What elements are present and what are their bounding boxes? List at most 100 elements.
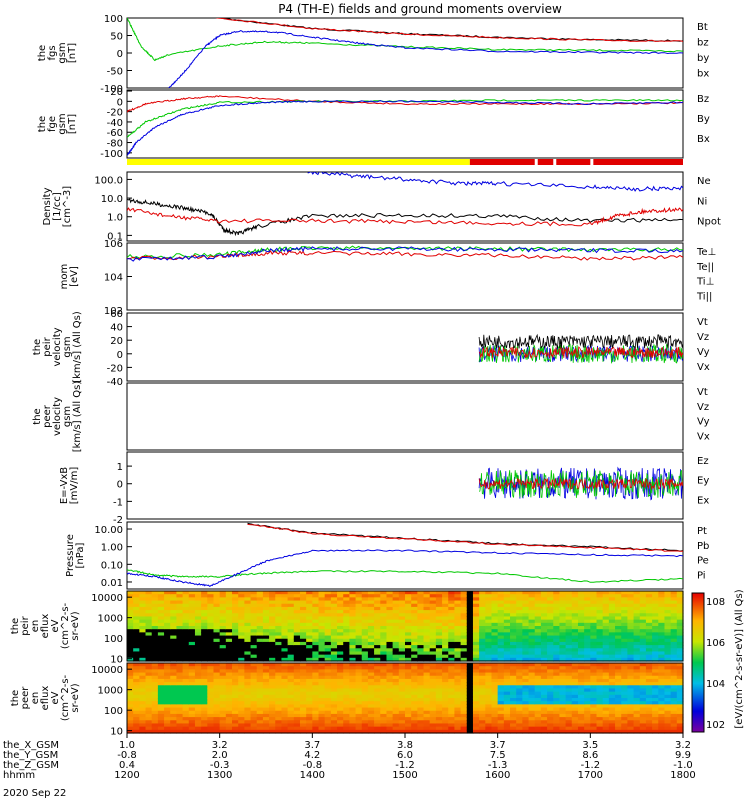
heatmap-cell — [330, 654, 338, 659]
heatmap-cell — [608, 635, 616, 640]
heatmap-cell — [547, 641, 554, 646]
heatmap-cell — [330, 635, 338, 640]
heatmap-cell — [435, 603, 443, 608]
heatmap-cell — [188, 651, 196, 656]
heatmap-cell — [503, 704, 511, 709]
heatmap-cell — [201, 698, 208, 702]
heatmap-cell — [540, 675, 548, 680]
heatmap-cell — [522, 713, 530, 718]
y-tick-label: 100 — [104, 706, 123, 717]
heatmap-cell — [448, 691, 456, 696]
heatmap-cell — [503, 701, 511, 705]
heatmap-cell — [182, 663, 190, 667]
heatmap-cell — [516, 594, 523, 598]
heatmap-cell — [194, 672, 202, 677]
heatmap-cell — [602, 645, 610, 649]
heatmap-cell — [485, 594, 493, 598]
heatmap-cell — [602, 635, 610, 640]
heatmap-cell — [534, 675, 542, 680]
heatmap-cell — [250, 600, 258, 605]
heatmap-cell — [627, 638, 635, 643]
heatmap-cell — [485, 666, 493, 670]
heatmap-cell — [374, 694, 381, 699]
heatmap-cell — [244, 694, 252, 699]
heatmap-cell — [423, 610, 431, 614]
heatmap-cell — [621, 663, 628, 667]
heatmap-cell — [584, 606, 591, 611]
heatmap-cell — [182, 666, 190, 670]
heatmap-cell — [658, 675, 666, 680]
heatmap-cell — [398, 616, 406, 621]
heatmap-cell — [571, 694, 579, 699]
heatmap-cell — [411, 704, 418, 709]
heatmap-cell — [225, 685, 233, 690]
heatmap-cell — [664, 713, 672, 718]
heatmap-cell — [547, 713, 554, 718]
heatmap-cell — [281, 600, 289, 605]
heatmap-cell — [207, 678, 215, 683]
heatmap-cell — [139, 610, 147, 614]
heatmap-cell — [442, 704, 449, 709]
heatmap-cell — [491, 675, 499, 680]
heatmap-cell — [127, 720, 134, 725]
heatmap-cell — [299, 707, 307, 712]
heatmap-cell — [615, 651, 622, 656]
heatmap-cell — [367, 678, 375, 683]
heatmap-cell — [534, 704, 542, 709]
heatmap-cell — [318, 626, 326, 630]
heatmap-cell — [547, 669, 554, 674]
heatmap-cell — [392, 616, 400, 621]
heatmap-cell — [367, 691, 375, 696]
heatmap-cell — [547, 622, 554, 627]
heatmap-cell — [306, 603, 313, 608]
y-tick-label: 0.10 — [101, 560, 123, 571]
heatmap-cell — [577, 694, 585, 699]
heatmap-cell — [256, 632, 264, 637]
y-axis-label: velocity — [52, 397, 63, 436]
heatmap-cell — [479, 720, 486, 725]
heatmap-cell — [213, 645, 221, 649]
heatmap-cell — [151, 629, 159, 633]
heatmap-cell — [522, 613, 530, 618]
heatmap-cell — [312, 591, 320, 595]
heatmap-cell — [238, 704, 245, 709]
heatmap-cell — [553, 632, 561, 637]
heatmap-cell — [584, 654, 591, 659]
heatmap-cell — [299, 723, 307, 728]
heatmap-cell — [472, 638, 480, 643]
heatmap-cell — [306, 600, 313, 605]
heatmap-cell — [590, 613, 598, 618]
heatmap-cell — [151, 606, 159, 611]
heatmap-cell — [645, 720, 653, 725]
y-tick-label: -60 — [107, 128, 123, 139]
heatmap-cell — [275, 632, 283, 637]
heatmap-cell — [645, 635, 653, 640]
heatmap-cell — [330, 698, 338, 702]
heatmap-cell — [244, 707, 252, 712]
heatmap-cell — [645, 622, 653, 627]
heatmap-cell — [429, 678, 437, 683]
heatmap-cell — [170, 688, 178, 693]
heatmap-cell — [676, 713, 684, 718]
heatmap-cell — [454, 594, 462, 598]
heatmap-cell — [250, 613, 258, 618]
y-axis-label: [km/s] (All Qs) — [72, 311, 83, 383]
heatmap-cell — [405, 606, 412, 611]
heatmap-cell — [145, 657, 153, 662]
heatmap-cell — [293, 726, 301, 731]
heatmap-cell — [639, 638, 647, 643]
heatmap-cell — [188, 704, 196, 709]
heatmap-cell — [491, 638, 499, 643]
heatmap-cell — [207, 645, 215, 649]
heatmap-cell — [429, 698, 437, 702]
heatmap-cell — [627, 713, 635, 718]
heatmap-cell — [565, 616, 573, 621]
heatmap-cell — [337, 720, 344, 725]
heatmap-cell — [392, 698, 400, 702]
heatmap-cell — [615, 638, 622, 643]
heatmap-cell — [355, 701, 363, 705]
heatmap-cell — [460, 632, 468, 637]
heatmap-cell — [330, 701, 338, 705]
heatmap-cell — [330, 694, 338, 699]
heatmap-cell — [472, 622, 480, 627]
